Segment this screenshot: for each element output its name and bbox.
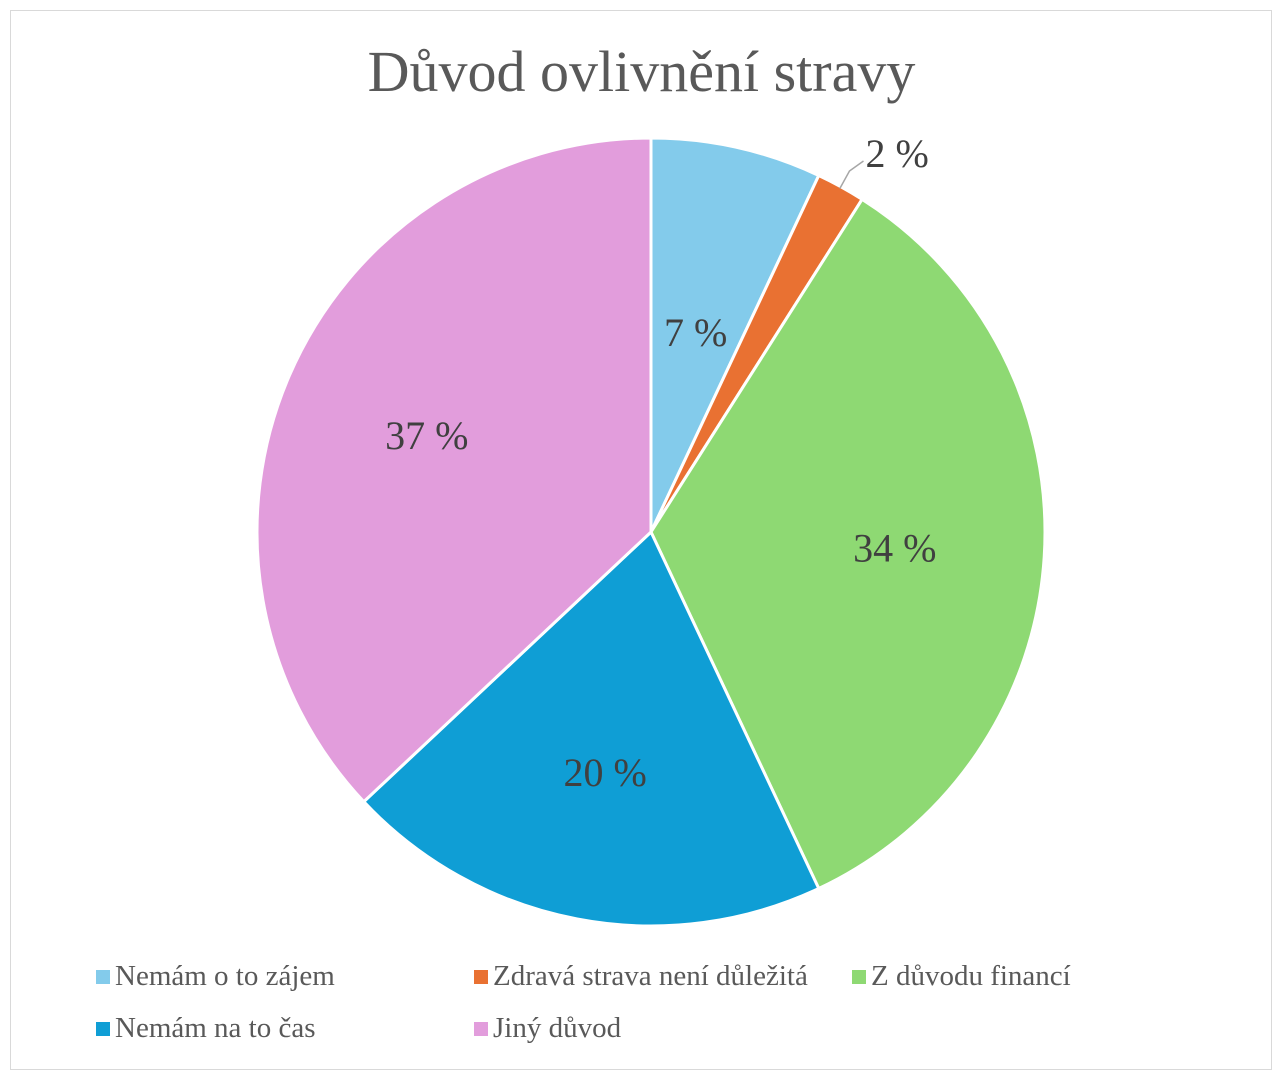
pie-slice-0 bbox=[649, 136, 821, 533]
legend-item-nemam-o-to-zajem: Nemám o to zájem bbox=[96, 960, 335, 993]
legend-label: Nemám o to zájem bbox=[115, 960, 335, 992]
slice-label-4: 37 % bbox=[385, 413, 468, 458]
slice-label-0: 7 % bbox=[664, 310, 727, 355]
legend-swatch bbox=[474, 1021, 488, 1036]
legend-label: Nemám na to čas bbox=[115, 1012, 316, 1044]
legend-item-z-duvodu-financi: Z důvodu financí bbox=[852, 960, 1071, 993]
pie-slice-4 bbox=[255, 136, 653, 804]
chart-legend: Nemám o to zájem Zdravá strava není důle… bbox=[96, 960, 1196, 1060]
chart-title: Důvod ovlivnění stravy bbox=[367, 39, 916, 104]
slice-labels: 7 % 2 % 34 % 20 % 37 % bbox=[385, 131, 936, 795]
pie-slice-2 bbox=[649, 197, 1047, 891]
legend-label: Zdravá strava není důležitá bbox=[493, 960, 808, 992]
legend-swatch bbox=[474, 969, 488, 984]
legend-swatch bbox=[96, 1021, 110, 1036]
pie-slice-3 bbox=[361, 529, 821, 928]
legend-item-jiny-duvod: Jiný důvod bbox=[474, 1012, 621, 1045]
slice-label-1: 2 % bbox=[865, 131, 928, 176]
legend-item-nemam-na-to-cas: Nemám na to čas bbox=[96, 1012, 316, 1045]
legend-label: Z důvodu financí bbox=[871, 960, 1071, 992]
slice-label-3: 20 % bbox=[564, 750, 647, 795]
leader-line-1 bbox=[839, 160, 864, 189]
slice-label-2: 34 % bbox=[853, 525, 936, 570]
legend-swatch bbox=[852, 969, 866, 984]
legend-swatch bbox=[96, 969, 110, 984]
pie-slices bbox=[255, 136, 1047, 928]
legend-label: Jiný důvod bbox=[493, 1012, 622, 1044]
legend-item-zdrava-strava: Zdravá strava není důležitá bbox=[474, 960, 808, 993]
leader-lines bbox=[839, 160, 864, 189]
